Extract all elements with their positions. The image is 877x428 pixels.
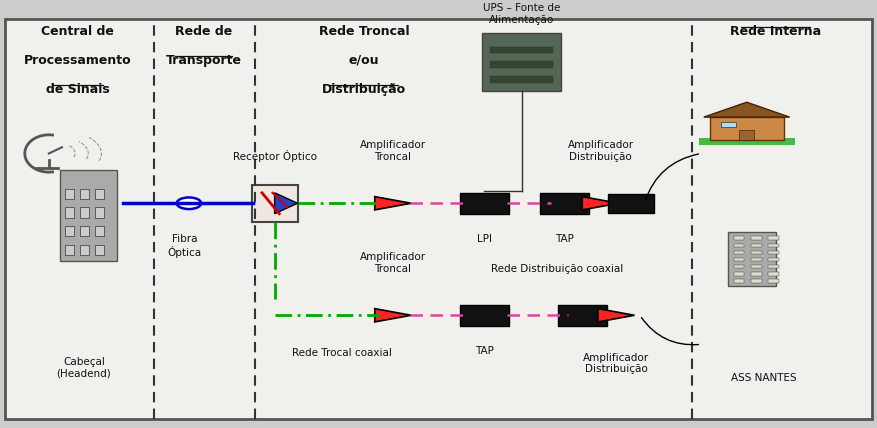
Bar	[490, 47, 553, 54]
Text: TAP: TAP	[474, 346, 494, 357]
Bar	[80, 226, 89, 236]
Bar	[460, 305, 509, 326]
Bar	[733, 244, 745, 247]
Text: Amplificador
Distribuição: Amplificador Distribuição	[583, 353, 649, 374]
Text: Central de: Central de	[41, 25, 114, 38]
Polygon shape	[598, 309, 634, 322]
Text: Processamento: Processamento	[24, 54, 132, 67]
Bar	[490, 76, 553, 83]
Bar	[558, 305, 607, 326]
Bar	[482, 33, 561, 91]
Bar	[252, 184, 297, 222]
Text: Rede Distribuição coaxial: Rede Distribuição coaxial	[490, 264, 623, 274]
Bar	[768, 258, 779, 262]
Text: Amplificador
Distribuição: Amplificador Distribuição	[567, 140, 633, 162]
Bar	[80, 208, 89, 218]
Bar	[768, 279, 779, 283]
Bar	[80, 189, 89, 199]
Bar	[733, 237, 745, 240]
Bar	[65, 226, 74, 236]
Bar	[95, 226, 103, 236]
Text: Distribuição: Distribuição	[322, 83, 406, 96]
Bar	[751, 237, 761, 240]
Text: LPI: LPI	[476, 235, 491, 244]
Text: Rede de: Rede de	[175, 25, 232, 38]
Bar	[728, 232, 776, 286]
Bar	[768, 265, 779, 268]
Bar	[768, 244, 779, 247]
Bar	[65, 208, 74, 218]
Text: Receptor Óptico: Receptor Óptico	[232, 150, 317, 162]
Text: Cabeçal
(Headend): Cabeçal (Headend)	[56, 357, 111, 378]
Bar	[733, 279, 745, 283]
Bar	[80, 245, 89, 255]
Text: Fibra
Óptica: Fibra Óptica	[168, 235, 202, 259]
Bar	[733, 272, 745, 276]
Bar	[768, 237, 779, 240]
Bar	[95, 245, 103, 255]
Bar	[65, 245, 74, 255]
Bar	[65, 189, 74, 199]
Bar	[609, 193, 654, 213]
Bar	[751, 244, 761, 247]
Bar	[460, 193, 509, 214]
Bar	[751, 258, 761, 262]
Bar	[751, 265, 761, 268]
Bar	[95, 208, 103, 218]
Polygon shape	[275, 193, 297, 214]
Text: Rede Troncal: Rede Troncal	[318, 25, 410, 38]
Text: TAP: TAP	[555, 235, 574, 244]
Polygon shape	[374, 309, 411, 322]
Bar	[699, 137, 795, 145]
Bar	[709, 117, 784, 140]
Circle shape	[176, 197, 201, 209]
Bar	[733, 251, 745, 254]
Bar	[721, 122, 736, 128]
Bar	[768, 251, 779, 254]
Text: Rede Trocal coaxial: Rede Trocal coaxial	[292, 348, 392, 359]
Polygon shape	[374, 196, 411, 210]
Bar	[733, 258, 745, 262]
Text: e/ou: e/ou	[349, 54, 380, 67]
Text: de Sinais: de Sinais	[46, 83, 110, 96]
Text: Rede Interna: Rede Interna	[730, 25, 821, 38]
Bar	[490, 61, 553, 68]
Bar	[540, 193, 589, 214]
Bar	[733, 265, 745, 268]
Text: Transporte: Transporte	[166, 54, 242, 67]
Bar	[60, 170, 117, 262]
Text: Amplificador
Troncal: Amplificador Troncal	[360, 252, 426, 274]
Bar	[751, 279, 761, 283]
Polygon shape	[704, 102, 789, 117]
Polygon shape	[582, 196, 618, 210]
Bar	[95, 189, 103, 199]
Bar	[751, 251, 761, 254]
Text: ASS NANTES: ASS NANTES	[731, 373, 797, 383]
Bar	[768, 272, 779, 276]
Text: Amplificador
Troncal: Amplificador Troncal	[360, 140, 426, 162]
Bar	[739, 130, 754, 140]
Bar	[751, 272, 761, 276]
Text: UPS – Fonte de
Alimentação: UPS – Fonte de Alimentação	[483, 3, 560, 25]
